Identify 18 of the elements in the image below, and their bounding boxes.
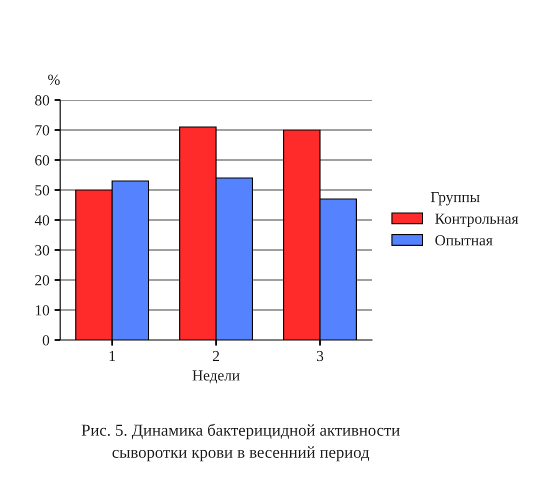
y-tick-label: 0 xyxy=(42,335,50,346)
text: Рис. 5. Динамика бактерицидной активности сыворотки крови в весенний период xyxy=(82,424,400,462)
y-axis-title: % xyxy=(48,74,60,85)
x-tick-label: 3 xyxy=(316,350,324,362)
x-axis-title: Недели xyxy=(192,370,240,384)
legend-label: Опытная xyxy=(435,235,493,246)
y-tick-label: 60 xyxy=(35,155,50,166)
x-tick-label: 2 xyxy=(212,350,220,362)
y-tick-label: 50 xyxy=(35,185,50,196)
y-tick-label: 70 xyxy=(35,125,50,136)
y-tick-label: 80 xyxy=(35,95,50,106)
legend-title: Группы xyxy=(430,192,480,206)
y-tick-label: 40 xyxy=(34,215,50,226)
y-tick-label: 30 xyxy=(35,245,50,256)
y-tick-label: 20 xyxy=(35,275,50,286)
x-tick-label: 1 xyxy=(110,350,116,362)
legend-label: Контрольная xyxy=(435,214,518,227)
y-tick-label: 10 xyxy=(36,305,50,316)
